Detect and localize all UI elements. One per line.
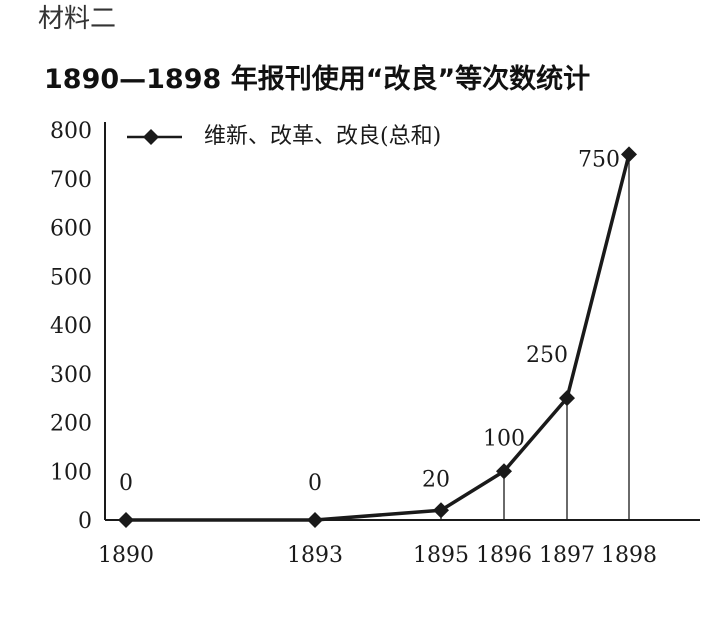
data-label: 20 <box>422 467 450 492</box>
legend-marker <box>143 129 159 145</box>
y-tick-label: 600 <box>50 217 92 242</box>
data-label: 0 <box>308 471 322 496</box>
data-labels: 0 0 20 100 250 750 <box>119 147 620 496</box>
x-tick-label: 1897 <box>539 543 595 568</box>
data-point-marker <box>307 512 323 528</box>
y-tick-label: 200 <box>50 412 92 437</box>
x-tick-label: 1896 <box>476 543 532 568</box>
legend-label: 维新、改革、改良(总和) <box>204 124 441 149</box>
y-tick-label: 800 <box>50 119 92 144</box>
data-point-marker <box>433 502 449 519</box>
y-tick-label: 100 <box>50 460 92 485</box>
x-tick-label: 1890 <box>98 543 154 568</box>
data-label: 0 <box>119 471 133 496</box>
data-point-marker <box>118 512 134 528</box>
material-label: 材料二 <box>38 4 117 34</box>
data-point-marker <box>621 146 637 163</box>
y-tick-label: 400 <box>50 314 92 339</box>
x-tick-label: 1898 <box>601 543 657 568</box>
x-tick-label: 1893 <box>287 543 343 568</box>
drop-lines <box>440 154 630 520</box>
data-label: 250 <box>526 343 568 368</box>
data-label: 100 <box>483 426 525 451</box>
y-tick-label: 700 <box>50 168 92 193</box>
y-tick-label: 0 <box>78 509 92 534</box>
series-line <box>126 153 631 522</box>
chart-title: 1890—1898 年报刊使用“改良”等次数统计 <box>44 64 591 95</box>
legend: 维新、改革、改良(总和) <box>127 124 441 149</box>
y-tick-label: 500 <box>50 265 92 290</box>
y-tick-label: 300 <box>50 363 92 388</box>
data-point-marker <box>559 390 575 407</box>
data-point-marker <box>496 463 512 480</box>
data-label: 750 <box>578 147 620 172</box>
series-group <box>118 146 637 528</box>
cropped-text-strip <box>0 618 717 629</box>
x-tick-label: 1895 <box>413 543 469 568</box>
